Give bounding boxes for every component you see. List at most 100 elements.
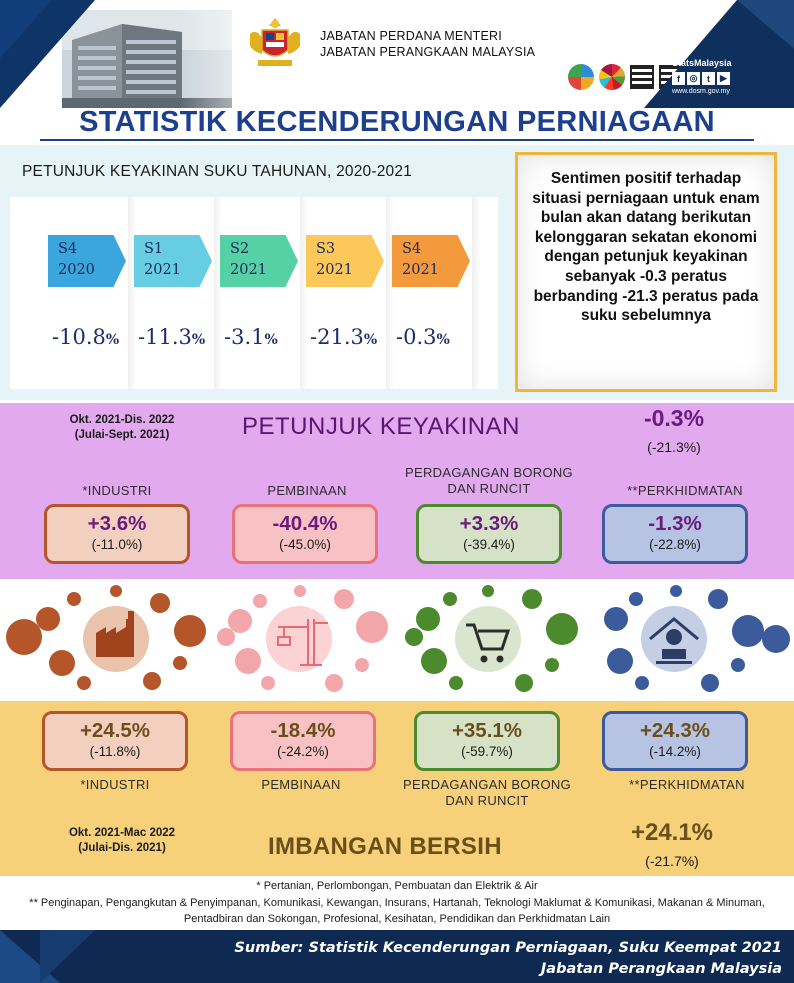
sector-label-industri: *INDUSTRI bbox=[82, 483, 152, 498]
quarter-value-unit: % bbox=[436, 332, 450, 348]
sector-box-pembinaan: -40.4% (-45.0%) bbox=[232, 504, 378, 564]
quarter-arrow: S1 2021 bbox=[134, 235, 212, 287]
period-previous: (Julai-Dis. 2021) bbox=[78, 842, 166, 854]
sector-label-pembinaan: PEMBINAAN bbox=[267, 483, 347, 498]
quarter-label: S4 bbox=[58, 241, 78, 257]
malaysia-crest-icon bbox=[250, 18, 300, 66]
census-logo-icon bbox=[568, 64, 594, 90]
net-label-pembinaan: PEMBINAAN bbox=[261, 777, 341, 792]
sector-box-industri: +3.6% (-11.0%) bbox=[44, 504, 190, 564]
qr-code-icon[interactable] bbox=[630, 65, 654, 89]
facebook-icon[interactable]: f bbox=[672, 72, 685, 85]
sector-box-perkhidmatan: -1.3% (-22.8%) bbox=[602, 504, 748, 564]
youtube-icon[interactable]: ▶ bbox=[717, 72, 730, 85]
quarter-label: S1 bbox=[144, 241, 164, 257]
net-overall-previous: (-21.7%) bbox=[645, 853, 699, 869]
confidence-section: Okt. 2021-Dis. 2022 (Julai-Sept. 2021) P… bbox=[0, 403, 794, 579]
net-period: Okt. 2021-Mac 2022 (Julai-Dis. 2021) bbox=[52, 826, 192, 856]
footnotes: * Pertanian, Perlombongan, Pembuatan dan… bbox=[0, 878, 794, 928]
quarter-arrow: S4 2020 bbox=[48, 235, 126, 287]
net-previous: (-11.8%) bbox=[89, 744, 141, 759]
period-current: Okt. 2021-Mac 2022 bbox=[68, 827, 176, 839]
quarter-arrow: S2 2021 bbox=[220, 235, 298, 287]
net-box-pembinaan: -18.4% (-24.2%) bbox=[230, 711, 376, 771]
quarter-column: S1 2021 -11.3% bbox=[134, 197, 222, 389]
quarter-arrow: S4 2021 bbox=[392, 235, 470, 287]
twitter-icon[interactable]: t bbox=[702, 72, 715, 85]
quarter-column: S4 2021 -0.3% bbox=[392, 197, 480, 389]
net-previous: (-24.2%) bbox=[277, 744, 329, 759]
net-label-perdagangan: PERDAGANGAN BORONG DAN RUNCIT bbox=[403, 777, 571, 808]
quarter-column: S2 2021 -3.1% bbox=[220, 197, 308, 389]
period-previous: (Julai-Sept. 2021) bbox=[74, 429, 170, 441]
sector-icons-band bbox=[0, 579, 794, 701]
factory-icon bbox=[6, 585, 206, 690]
net-value: +35.1% bbox=[451, 719, 523, 742]
sector-previous: (-45.0%) bbox=[279, 537, 331, 552]
net-label-industri: *INDUSTRI bbox=[80, 777, 150, 792]
quarter-value: -3.1% bbox=[224, 325, 278, 349]
shopping-cart-icon bbox=[405, 585, 578, 692]
sector-box-perdagangan: +3.3% (-39.4%) bbox=[416, 504, 562, 564]
quarter-value-unit: % bbox=[191, 332, 206, 348]
net-balance-section: +24.5% (-11.8%) -18.4% (-24.2%) +35.1% (… bbox=[0, 701, 794, 876]
quarter-value-number: -11.3 bbox=[138, 325, 192, 349]
header-banner: JABATAN PERDANA MENTERI JABATAN PERANGKA… bbox=[0, 0, 794, 108]
quarter-value: -10.8% bbox=[52, 325, 119, 349]
net-value: +24.5% bbox=[79, 719, 151, 742]
sector-previous: (-22.8%) bbox=[649, 537, 701, 552]
social-icons: f ◎ t ▶ bbox=[672, 72, 730, 85]
quarter-arrow: S3 2021 bbox=[306, 235, 384, 287]
footnote-industri: * Pertanian, Perlombongan, Pembuatan dan… bbox=[256, 880, 538, 892]
quarter-value: -11.3% bbox=[138, 325, 205, 349]
net-box-perkhidmatan: +24.3% (-14.2%) bbox=[602, 711, 748, 771]
sector-value: +3.6% bbox=[87, 512, 147, 535]
footnote-perkhidmatan: ** Penginapan, Pengangkutan & Penyimpana… bbox=[29, 896, 765, 926]
quarter-label: S4 bbox=[402, 241, 422, 257]
quarter-year: 2020 bbox=[58, 262, 95, 278]
net-balance-title: IMBANGAN BERSIH bbox=[268, 833, 502, 860]
source-line-2: Jabatan Perangkaan Malaysia bbox=[540, 961, 782, 977]
net-value: +24.3% bbox=[639, 719, 711, 742]
quarter-column: S3 2021 -21.3% bbox=[306, 197, 394, 389]
net-label-perkhidmatan: **PERKHIDMATAN bbox=[629, 777, 745, 792]
sector-previous: (-11.0%) bbox=[91, 537, 143, 552]
sector-label-perkhidmatan: **PERKHIDMATAN bbox=[627, 483, 743, 498]
sector-value: -40.4% bbox=[272, 512, 338, 535]
quarter-value: -21.3% bbox=[310, 325, 377, 349]
quarter-value-unit: % bbox=[264, 332, 278, 348]
sector-value: -1.3% bbox=[648, 512, 702, 535]
confidence-title: PETUNJUK KEYAKINAN bbox=[242, 413, 520, 440]
summary-box: Sentimen positif terhadap situasi pernia… bbox=[515, 152, 777, 392]
net-overall: +24.1% bbox=[630, 819, 714, 846]
sector-previous: (-39.4%) bbox=[463, 537, 515, 552]
quarter-value-number: -0.3 bbox=[396, 325, 437, 349]
quarter-year: 2021 bbox=[316, 262, 353, 278]
confidence-period: Okt. 2021-Dis. 2022 (Julai-Sept. 2021) bbox=[52, 413, 192, 443]
sector-value: +3.3% bbox=[459, 512, 519, 535]
sdg-wheel-icon bbox=[599, 64, 625, 90]
summary-text: Sentimen positif terhadap situasi pernia… bbox=[532, 170, 760, 325]
quarter-year: 2021 bbox=[402, 262, 439, 278]
website-link[interactable]: www.dosm.gov.my bbox=[672, 88, 730, 95]
quarter-value-number: -10.8 bbox=[52, 325, 106, 349]
services-icon bbox=[604, 585, 790, 692]
net-value: -18.4% bbox=[270, 719, 336, 742]
quarterly-title: PETUNJUK KEYAKINAN SUKU TAHUNAN, 2020-20… bbox=[22, 163, 412, 180]
quarter-label: S2 bbox=[230, 241, 250, 257]
net-previous: (-14.2%) bbox=[649, 744, 701, 759]
net-previous: (-59.7%) bbox=[461, 744, 513, 759]
source-line-1: Sumber: Statistik Kecenderungan Perniaga… bbox=[234, 940, 782, 956]
quarter-year: 2021 bbox=[144, 262, 181, 278]
header-corner-left-accent bbox=[0, 0, 52, 58]
footer-bar: Sumber: Statistik Kecenderungan Perniaga… bbox=[0, 930, 794, 983]
period-current: Okt. 2021-Dis. 2022 bbox=[69, 414, 175, 426]
sector-icons-graphic bbox=[6, 585, 790, 692]
agency-name: JABATAN PERDANA MENTERI JABATAN PERANGKA… bbox=[320, 28, 535, 60]
quarter-value-number: -21.3 bbox=[310, 325, 364, 349]
source-credit: Sumber: Statistik Kecenderungan Perniaga… bbox=[234, 938, 782, 980]
confidence-overall-previous: (-21.3%) bbox=[647, 439, 701, 455]
instagram-icon[interactable]: ◎ bbox=[687, 72, 700, 85]
page-title: STATISTIK KECENDERUNGAN PERNIAGAAN bbox=[79, 106, 715, 138]
agency-line-1: JABATAN PERDANA MENTERI bbox=[320, 29, 502, 43]
